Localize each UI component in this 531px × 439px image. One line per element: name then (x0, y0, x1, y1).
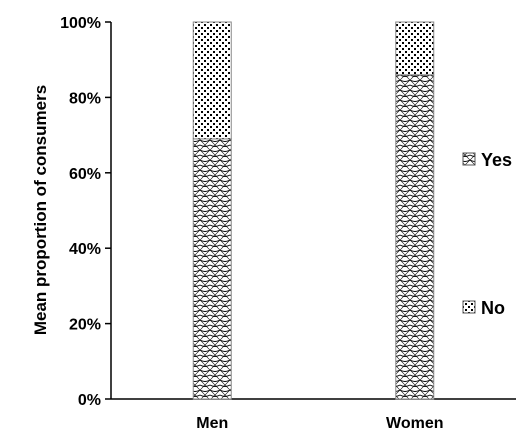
x-tick-label: Men (196, 415, 228, 432)
y-tick-label: 40% (69, 241, 101, 258)
bar-women-no (395, 21, 435, 76)
y-tick-label: 100% (60, 15, 101, 32)
y-axis: 0% 20% 40% 60% 80% 100% (60, 15, 112, 409)
y-tick-label: 80% (69, 90, 101, 107)
y-axis-title: Mean proportion of consumers (31, 85, 50, 335)
bar-women-yes (395, 74, 435, 400)
bars: Men Women (192, 21, 443, 432)
y-tick-label: 60% (69, 166, 101, 183)
bar-men-yes (192, 138, 232, 400)
x-tick-label: Women (386, 415, 443, 432)
bar-men-no (192, 21, 232, 140)
legend: Yes No (462, 150, 512, 318)
legend-swatch-no (462, 300, 476, 314)
y-tick-label: 20% (69, 317, 101, 334)
legend-label-no: No (481, 298, 505, 318)
legend-swatch-yes (462, 152, 476, 166)
y-tick-label: 0% (78, 392, 101, 409)
legend-label-yes: Yes (481, 150, 512, 170)
